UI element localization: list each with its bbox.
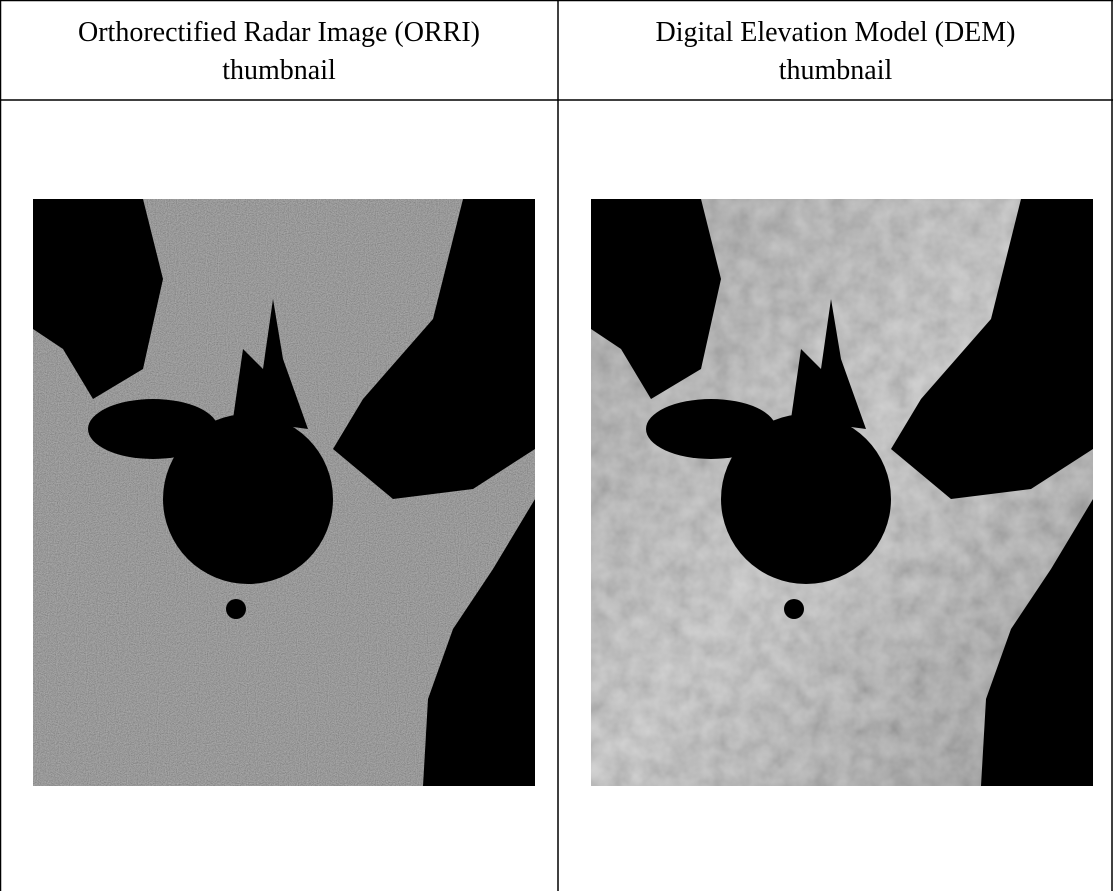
orri-thumbnail: [33, 199, 535, 786]
header-cell: Orthorectified Radar Image (ORRI) thumbn…: [0, 0, 558, 100]
dem-thumbnail: [591, 199, 1093, 786]
header-text: thumbnail: [0, 52, 558, 90]
header-text: thumbnail: [558, 52, 1113, 90]
header-text: Digital Elevation Model (DEM): [558, 14, 1113, 52]
page: Orthorectified Radar Image (ORRI) thumbn…: [0, 0, 1113, 891]
header-text: Orthorectified Radar Image (ORRI): [0, 14, 558, 52]
header-cell: Digital Elevation Model (DEM) thumbnail: [558, 0, 1113, 100]
